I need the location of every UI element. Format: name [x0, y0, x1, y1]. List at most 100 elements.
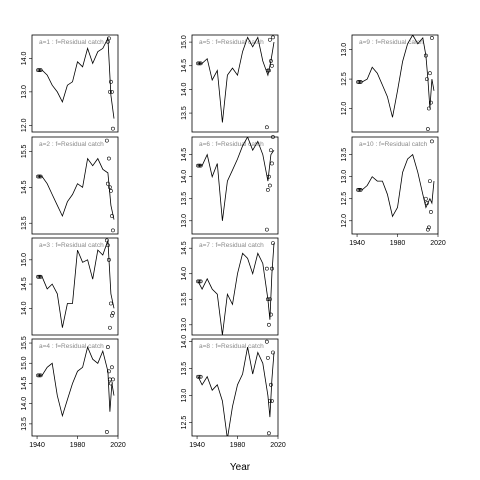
y-tick-label: 14.5: [181, 148, 188, 162]
start-point: [37, 373, 42, 378]
observation-point: [106, 36, 111, 41]
y-tick-label: 14.0: [181, 267, 188, 281]
observation-point: [266, 431, 271, 436]
start-point: [38, 68, 43, 73]
observation-point: [111, 377, 115, 382]
observation-point: [428, 179, 432, 183]
y-tick-label: 13.5: [181, 292, 188, 306]
y-tick-label: 14.5: [21, 277, 28, 291]
observation-point: [426, 225, 431, 230]
observation-point: [425, 227, 430, 232]
y-tick-label: 14.5: [21, 377, 28, 391]
observation-point: [269, 148, 273, 153]
panel-frame: [31, 136, 119, 235]
panels-group: a=1 : f=Residual catch 12.0 13.0 14.0 a=2 : …: [21, 34, 446, 449]
start-point: [37, 68, 42, 73]
observation-point: [268, 37, 272, 42]
panel-3: a=3 : f=Residual catch 14.0 14.5 15.0: [21, 237, 119, 336]
start-point: [196, 61, 200, 66]
observation-point: [110, 89, 114, 94]
panel-frame: [191, 136, 279, 235]
panel-frame: [191, 338, 279, 437]
series-line: [38, 345, 115, 418]
y-tick-label: 12.0: [341, 102, 348, 116]
y-tick-label: 13.5: [341, 148, 348, 162]
panel-label: a=6 : f=Residual catch: [199, 141, 264, 148]
panel-label: a=1 : f=Residual catch: [39, 39, 104, 46]
y-tick-label: 13.0: [181, 318, 188, 332]
series-line: [198, 137, 275, 221]
start-point: [197, 61, 202, 66]
panel-label: a=8 : f=Residual catch: [199, 343, 264, 350]
observation-point: [106, 257, 111, 262]
observation-point: [269, 312, 273, 317]
start-point: [358, 80, 363, 84]
observation-point: [268, 297, 272, 302]
observation-point: [423, 53, 428, 58]
observation-point: [111, 228, 115, 233]
panel-5: a=5 : f=Residual catch 13.5 14.0 14.5 15.0: [181, 34, 279, 133]
start-point: [358, 188, 363, 192]
observation-point: [266, 322, 271, 327]
panel-8: a=8 : f=Residual catch 12.5 13.0 13.5 14.0 19…: [181, 335, 286, 449]
observation-point: [423, 196, 428, 201]
y-tick-label: 13.5: [181, 106, 188, 120]
panel-frame: [31, 237, 119, 336]
panel-frame: [31, 34, 119, 133]
x-axis-label: Year: [230, 462, 251, 473]
y-tick-label: 15.5: [21, 336, 28, 350]
observation-point: [270, 161, 274, 166]
start-point: [196, 163, 200, 168]
panel-frame: [191, 237, 279, 336]
observation-point: [425, 127, 430, 131]
start-point: [196, 374, 200, 379]
start-point: [38, 274, 43, 279]
observation-point: [104, 238, 109, 243]
observation-point: [108, 89, 112, 94]
x-tick-label: 2020: [270, 442, 286, 449]
observation-point: [105, 39, 110, 44]
start-point: [197, 374, 202, 379]
x-tick-label: 2020: [110, 442, 126, 449]
observation-point: [106, 369, 111, 374]
y-tick-label: 13.0: [341, 43, 348, 57]
start-point: [197, 279, 202, 284]
panel-label: a=10 : f=Residual catch: [359, 141, 428, 148]
observation-point: [426, 106, 431, 111]
x-tick-label: 1980: [390, 240, 406, 247]
start-point: [36, 274, 40, 279]
observation-point: [424, 201, 429, 206]
y-tick-label: 13.0: [181, 214, 188, 228]
observation-point: [269, 59, 273, 63]
observation-point: [265, 188, 270, 192]
y-tick-label: 14.5: [21, 180, 28, 194]
series-line: [358, 35, 435, 118]
y-tick-label: 14.0: [21, 301, 28, 315]
panel-label: a=9 : f=Residual catch: [359, 39, 424, 46]
x-tick-label: 1980: [70, 442, 86, 449]
start-point: [37, 174, 42, 179]
observation-point: [264, 125, 269, 130]
start-point: [198, 61, 203, 66]
observation-point: [266, 68, 271, 73]
y-tick-label: 14.0: [181, 335, 188, 349]
panel-10: a=10 : f=Residual catch 12.0 12.5 13.0 13.5 1…: [341, 136, 446, 247]
start-point: [38, 174, 43, 179]
x-tick-label: 1940: [189, 442, 205, 449]
observation-point: [111, 311, 115, 316]
start-point: [356, 188, 360, 192]
observation-point: [429, 100, 433, 105]
y-tick-label: 15.0: [21, 356, 28, 370]
start-point: [197, 163, 202, 168]
observation-point: [105, 181, 110, 186]
y-tick-label: 14.0: [21, 397, 28, 411]
y-tick-label: 13.0: [21, 85, 28, 99]
y-tick-label: 14.5: [181, 59, 188, 73]
series-line: [38, 36, 115, 119]
start-point: [356, 80, 360, 84]
panel-label: a=2 : f=Residual catch: [39, 141, 104, 148]
x-tick-label: 1940: [29, 442, 45, 449]
x-tick-label: 1980: [230, 442, 246, 449]
y-tick-label: 13.5: [21, 216, 28, 230]
